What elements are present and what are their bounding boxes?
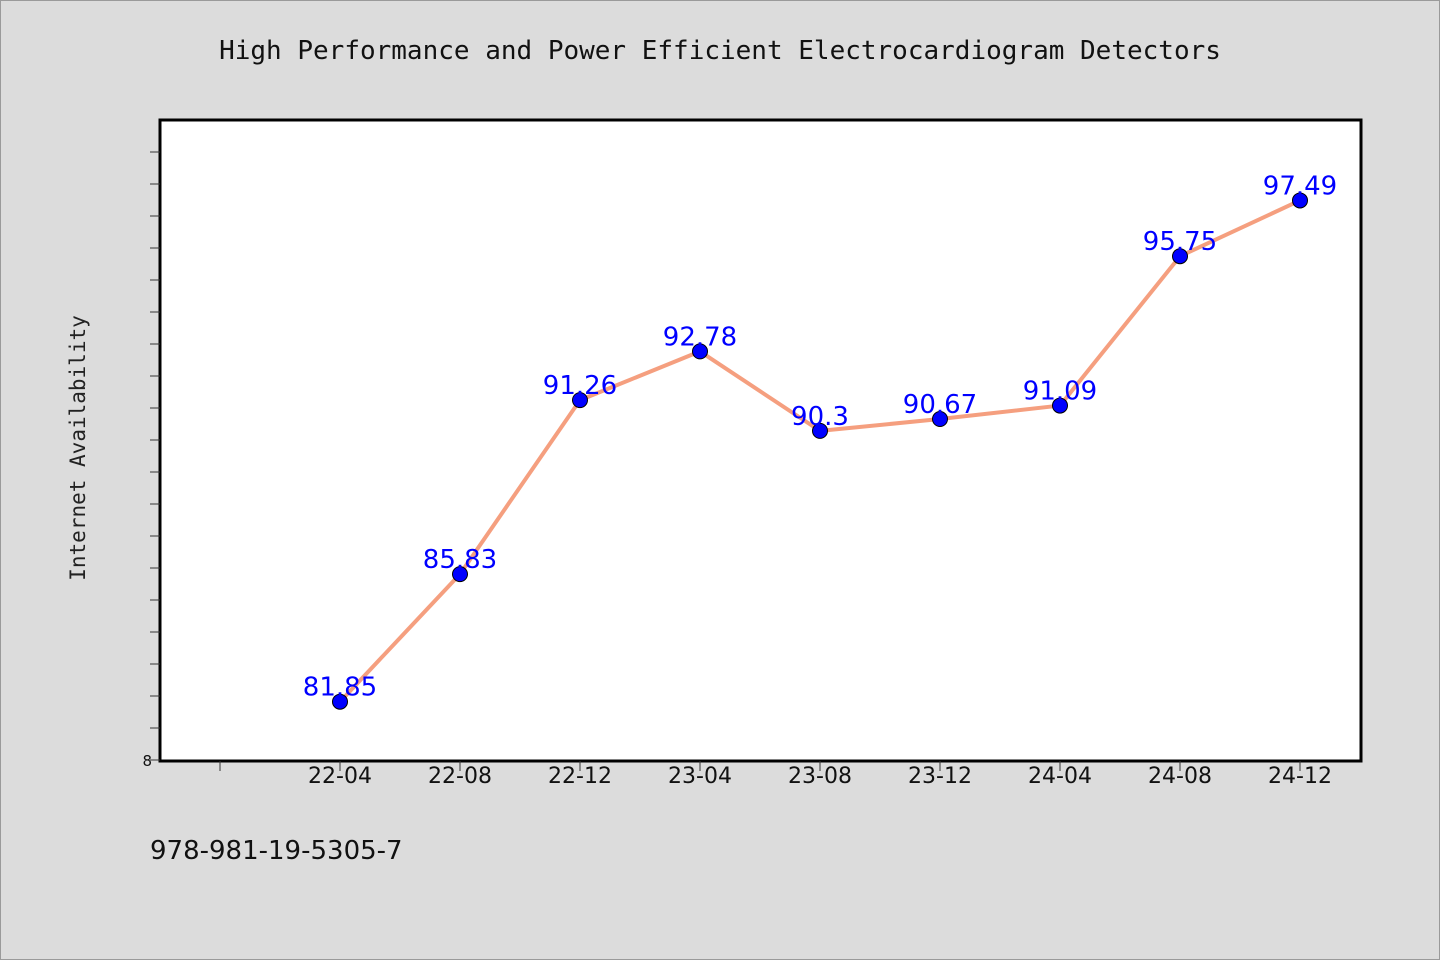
data-point bbox=[932, 411, 948, 428]
data-point bbox=[1172, 248, 1188, 265]
x-tick-label: 22-04 bbox=[308, 764, 372, 789]
x-tick-label: 22-12 bbox=[548, 764, 612, 789]
y-ticks: 8 bbox=[142, 151, 160, 770]
x-tick-label: 24-08 bbox=[1148, 764, 1212, 789]
data-point bbox=[1052, 397, 1068, 414]
data-label: 90.67 bbox=[903, 390, 977, 420]
x-tick-label: 22-08 bbox=[428, 764, 492, 789]
x-tick-label: 23-08 bbox=[788, 764, 852, 789]
isbn-footnote: 978-981-19-5305-7 bbox=[150, 836, 403, 866]
data-point bbox=[332, 693, 348, 710]
data-point bbox=[692, 343, 708, 360]
data-label: 91.09 bbox=[1023, 377, 1097, 407]
data-point bbox=[452, 566, 468, 583]
chart-title: High Performance and Power Efficient Ele… bbox=[219, 36, 1221, 66]
data-label: 90.3 bbox=[791, 402, 849, 432]
data-label: 97.49 bbox=[1263, 171, 1337, 201]
x-ticks: 22-04 22-08 22-12 23-04 23-08 23-12 24-04 24-08… bbox=[219, 761, 1332, 789]
data-point bbox=[572, 392, 588, 409]
data-label: 85.83 bbox=[423, 545, 497, 575]
data-label: 91.26 bbox=[543, 371, 617, 401]
x-tick-label: 24-12 bbox=[1268, 764, 1332, 789]
x-tick-label: 23-12 bbox=[908, 764, 972, 789]
data-point bbox=[812, 422, 828, 439]
y-tick-label: 8 bbox=[142, 752, 152, 770]
data-label: 92.78 bbox=[663, 322, 737, 352]
x-tick-label: 24-04 bbox=[1028, 764, 1092, 789]
data-label: 81.85 bbox=[303, 673, 377, 703]
series-group: 81.85 85.83 91.26 92.78 90.3 90.67 91.09 95.75 9… bbox=[303, 171, 1337, 710]
x-tick-label: 23-04 bbox=[668, 764, 732, 789]
plot-area bbox=[158, 118, 1363, 763]
data-label: 95.75 bbox=[1143, 227, 1217, 257]
data-point bbox=[1292, 192, 1308, 209]
